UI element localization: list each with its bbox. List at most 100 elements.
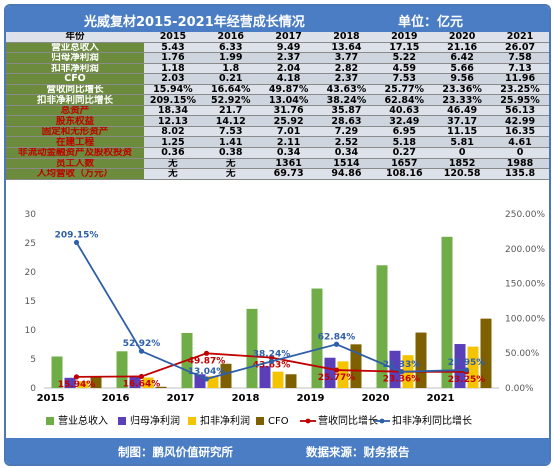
table-cell: 1852 [433,158,492,170]
footer-bar: 制图：鹏风价值研究所 数据来源：财务报告 [6,438,549,464]
data-label: 23.33% [383,360,421,370]
row-label: 总资产 [6,105,144,117]
table-cell: 4.59 [375,63,434,75]
left-tick-label: 5 [30,355,36,365]
data-label: 15.94% [58,380,96,390]
table-cell: 32.49 [375,115,434,127]
table-header-row: 年份 2015 2016 2017 2018 2019 2020 2021 [6,32,549,43]
table-cell: 8.02 [144,126,202,138]
left-tick-label: 20 [25,268,37,278]
table-cell: 135.8 [491,168,549,180]
table-cell: 0.34 [317,147,376,159]
table-cell: 35.87 [317,105,376,117]
legend-label: 归母净利润 [130,414,180,427]
legend: 营业总收入 归母净利润 扣非净利润 CFO 营收同比增长 扣非净利同比增长 [46,414,472,427]
data-label: 62.84% [318,332,356,342]
legend-label: 营收同比增长 [318,414,378,427]
page-title: 光威复材2015-2021年经营成长情况 [84,15,305,30]
left-tick-label: 0 [30,384,36,394]
table-cell: 46.49 [433,105,492,117]
table-cell: 3.77 [317,52,376,64]
column-header: 年份 [6,32,144,43]
column-header: 2020 [433,32,492,43]
table-cell: 5.18 [375,136,434,148]
line-series: 15.94% 16.64% 49.87% 43.63% 25.77% 23.36% 23.2… [55,230,486,389]
table-cell: 1657 [375,158,434,170]
table-cell: 7.53 [201,126,260,138]
table-row: 总资产 18.34 21.7 31.76 35.87 40.63 46.49 56.13 [6,105,549,117]
line-point [73,239,80,246]
table-cell: 0.36 [144,147,202,159]
bar [480,318,492,388]
table-cell: 无 [201,168,260,180]
line-point [463,367,470,373]
table-row: 扣非净利同比增长 209.15% 52.92% 13.04% 38.24% 62.84% 2… [6,94,549,106]
row-label: CFO [6,73,144,85]
bar [64,377,76,388]
right-tick-label: 200.00% [505,245,545,255]
table-cell: 49.87% [259,84,318,96]
bar [441,236,453,388]
table-cell: 37.17 [433,115,492,127]
bar [194,374,206,388]
table-row: 非流动金融资产及股权投资 0.36 0.38 0.34 0.34 0.27 0 0 [6,147,549,159]
table-cell: 5.43 [144,42,202,54]
table-cell: 7.13 [491,63,549,75]
table-cell: 38.24% [317,94,376,106]
row-label: 归母净利润 [6,52,144,64]
table-cell: 25.95% [491,94,549,106]
table-cell: 62.84% [375,94,434,106]
table-body: 营业总收入 5.43 6.33 9.49 13.64 17.15 21.16 26.07 归母净… [6,42,549,180]
right-tick-label: 100.00% [505,314,545,324]
column-header: 2016 [201,32,260,43]
data-label: 23.25% [448,375,486,385]
legend-swatch [188,417,196,425]
data-label: 25.95% [448,358,486,368]
table-cell: 0.27 [375,147,434,159]
table-cell: 2.11 [259,136,318,148]
legend-swatch [118,417,126,425]
left-tick-label: 10 [25,326,37,336]
column-header: 2018 [317,32,376,43]
legend-swatch [305,418,311,424]
table-cell: 120.58 [433,168,492,180]
table-cell: 无 [144,168,202,180]
bar [51,356,63,388]
table-cell: 69.73 [259,168,318,180]
x-tick-label: 2016 [102,393,130,404]
table-cell: 11.96 [491,73,549,85]
legend-label: CFO [268,416,289,427]
line-point [333,341,340,347]
footer-credit: 制图：鹏风价值研究所 [118,445,233,459]
table-row: 归母净利润 1.76 1.99 2.37 3.77 5.22 6.42 7.58 [6,52,549,64]
row-label: 固定和无形资产 [6,126,144,138]
table-cell: 0 [433,147,492,159]
table-cell: 13.64 [317,42,376,54]
row-label: 扣非净利润 [6,63,144,75]
table-cell: 4.61 [491,136,549,148]
table-cell: 1.18 [144,63,202,75]
x-tick-label: 2018 [232,393,260,404]
bar [207,376,219,388]
right-axis: 0.00% 50.00% 100.00% 150.00% 200.00% 250.00% [505,210,545,394]
table-cell: 12.13 [144,115,202,127]
table-cell: 无 [144,158,202,170]
right-tick-label: 0.00% [505,384,534,394]
table-cell: 52.92% [201,94,260,106]
left-tick-label: 25 [25,239,36,249]
table-cell: 108.16 [375,168,434,180]
data-label: 25.77% [318,373,356,383]
row-label: 营收同比增长 [6,84,144,96]
row-label: 营业总收入 [6,42,144,54]
table-cell: 1.41 [201,136,260,148]
table-cell: 0.34 [259,147,318,159]
table-cell: 2.04 [259,63,318,75]
bar [324,357,336,388]
table-cell: 56.13 [491,105,549,117]
table-row: 固定和无形资产 8.02 7.53 7.01 7.29 6.95 11.15 16.35 [6,126,549,138]
data-label: 16.64% [123,379,161,389]
table-cell: 16.35 [491,126,549,138]
bar [376,265,388,388]
x-tick-label: 2021 [427,393,455,404]
right-tick-label: 50.00% [505,349,540,359]
